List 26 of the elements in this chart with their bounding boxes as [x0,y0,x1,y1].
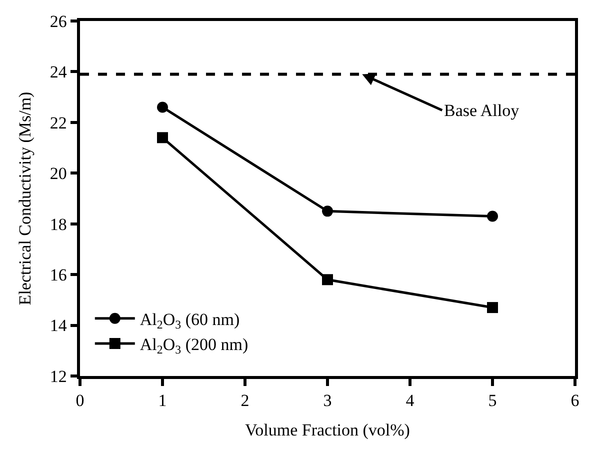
x-tick-label: 5 [488,391,497,410]
legend-label: Al$_{2}$O$_{3}$ (200 nm) [140,335,248,357]
y-tick-label: 22 [50,113,67,132]
legend-label: Al$_{2}$O$_{3}$ (60 nm) [140,310,240,332]
x-tick-label: 4 [406,391,415,410]
y-tick-label: 24 [50,62,68,82]
point [487,302,498,314]
point [487,210,498,222]
x-tick-label: 3 [323,391,332,410]
point [322,206,333,217]
y-tick-label: 14 [50,316,68,336]
point [157,102,168,113]
point [157,132,168,144]
y-tick-label: 20 [50,164,67,184]
y-tick-label: 16 [50,266,67,285]
y-axis-title: Electrical Conductivity (Ms/m) [15,92,34,306]
point [322,274,333,286]
y-tick-label: 12 [50,366,67,386]
x-tick-label: 2 [240,391,250,410]
ref-line-label: Base Alloy [444,101,520,120]
y-tick-label: 18 [50,214,67,234]
x-tick-label: 1 [158,391,167,410]
x-tick-label: 6 [570,391,580,410]
y-tick-label: 26 [50,12,67,31]
x-tick-label: 0 [76,391,84,410]
x-axis-title: Volume Fraction (vol%) [245,420,410,440]
